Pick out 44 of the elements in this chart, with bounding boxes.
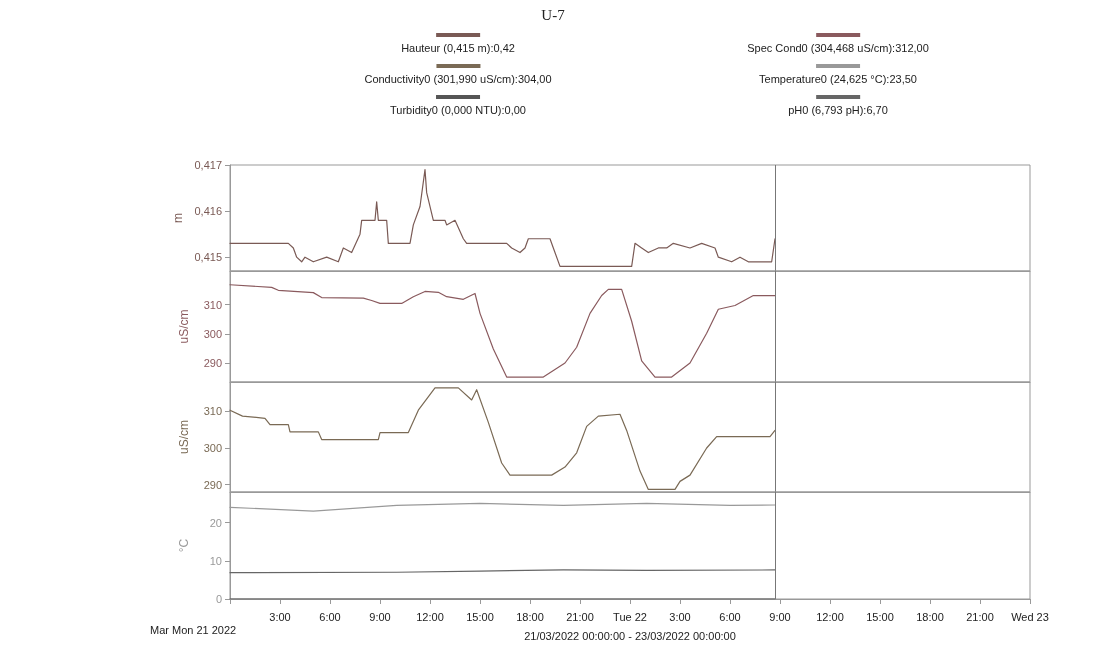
x-tick-label: 9:00	[769, 610, 791, 623]
y-axis-title: uS/cm	[177, 309, 191, 344]
legend-label: Turbidity0 (0,000 NTU):0,00	[390, 104, 526, 116]
chart-title: U-7	[541, 6, 566, 23]
x-axis-title: 21/03/2022 00:00:00 - 23/03/2022 00:00:00	[524, 629, 736, 642]
y-axis-title: °C	[177, 538, 191, 553]
x-tick-label: 18:00	[516, 610, 544, 623]
y-axis-title: uS/cm	[177, 419, 191, 455]
y-tick-label: 290	[203, 357, 222, 370]
x-tick-label: 3:00	[269, 610, 291, 623]
legend-label: pH0 (6,793 pH):6,70	[788, 104, 888, 116]
x-tick-label: 18:00	[916, 610, 944, 623]
y-tick-label: 290	[203, 478, 222, 491]
x-tick-label: 9:00	[369, 610, 391, 623]
y-tick-label: 310	[203, 405, 222, 418]
legend-label: Hauteur (0,415 m):0,42	[401, 42, 515, 54]
y-tick-label: 300	[203, 442, 222, 454]
x-tick-label: 15:00	[466, 610, 494, 623]
y-tick-label: 310	[203, 298, 222, 311]
y-tick-label: 0,417	[194, 159, 222, 171]
y-tick-label: 0,416	[194, 205, 222, 218]
x-tick-label: 21:00	[566, 610, 594, 623]
legend-label: Spec Cond0 (304,468 uS/cm):312,00	[747, 42, 929, 54]
line-series	[229, 284, 776, 378]
x-tick-label: 12:00	[816, 610, 844, 623]
line-series	[229, 387, 776, 491]
y-tick-label: 0	[215, 593, 222, 605]
text: Mar Mon 21 2022	[150, 623, 237, 636]
x-tick-label: Tue 22	[613, 610, 647, 623]
y-tick-label: 0,415	[194, 251, 222, 264]
legend-label: Temperature0 (24,625 °C):23,50	[759, 73, 917, 85]
x-tick-label: 3:00	[669, 610, 691, 623]
x-tick-label: 6:00	[719, 610, 741, 623]
y-axis-title: m	[170, 213, 185, 223]
text: Conductivity0 (301,990 uS/cm):304,00	[364, 73, 552, 85]
y-tick-label: 20	[209, 516, 222, 529]
x-tick-label: 15:00	[866, 610, 894, 623]
x-tick-label: 12:00	[416, 610, 444, 623]
x-tick-label: 21:00	[966, 610, 994, 623]
y-tick-label: 300	[203, 327, 222, 340]
x-tick-label: Wed 23	[1011, 610, 1049, 623]
line-series	[229, 169, 776, 267]
x-tick-label: 6:00	[319, 610, 341, 623]
y-tick-label: 10	[209, 554, 222, 567]
